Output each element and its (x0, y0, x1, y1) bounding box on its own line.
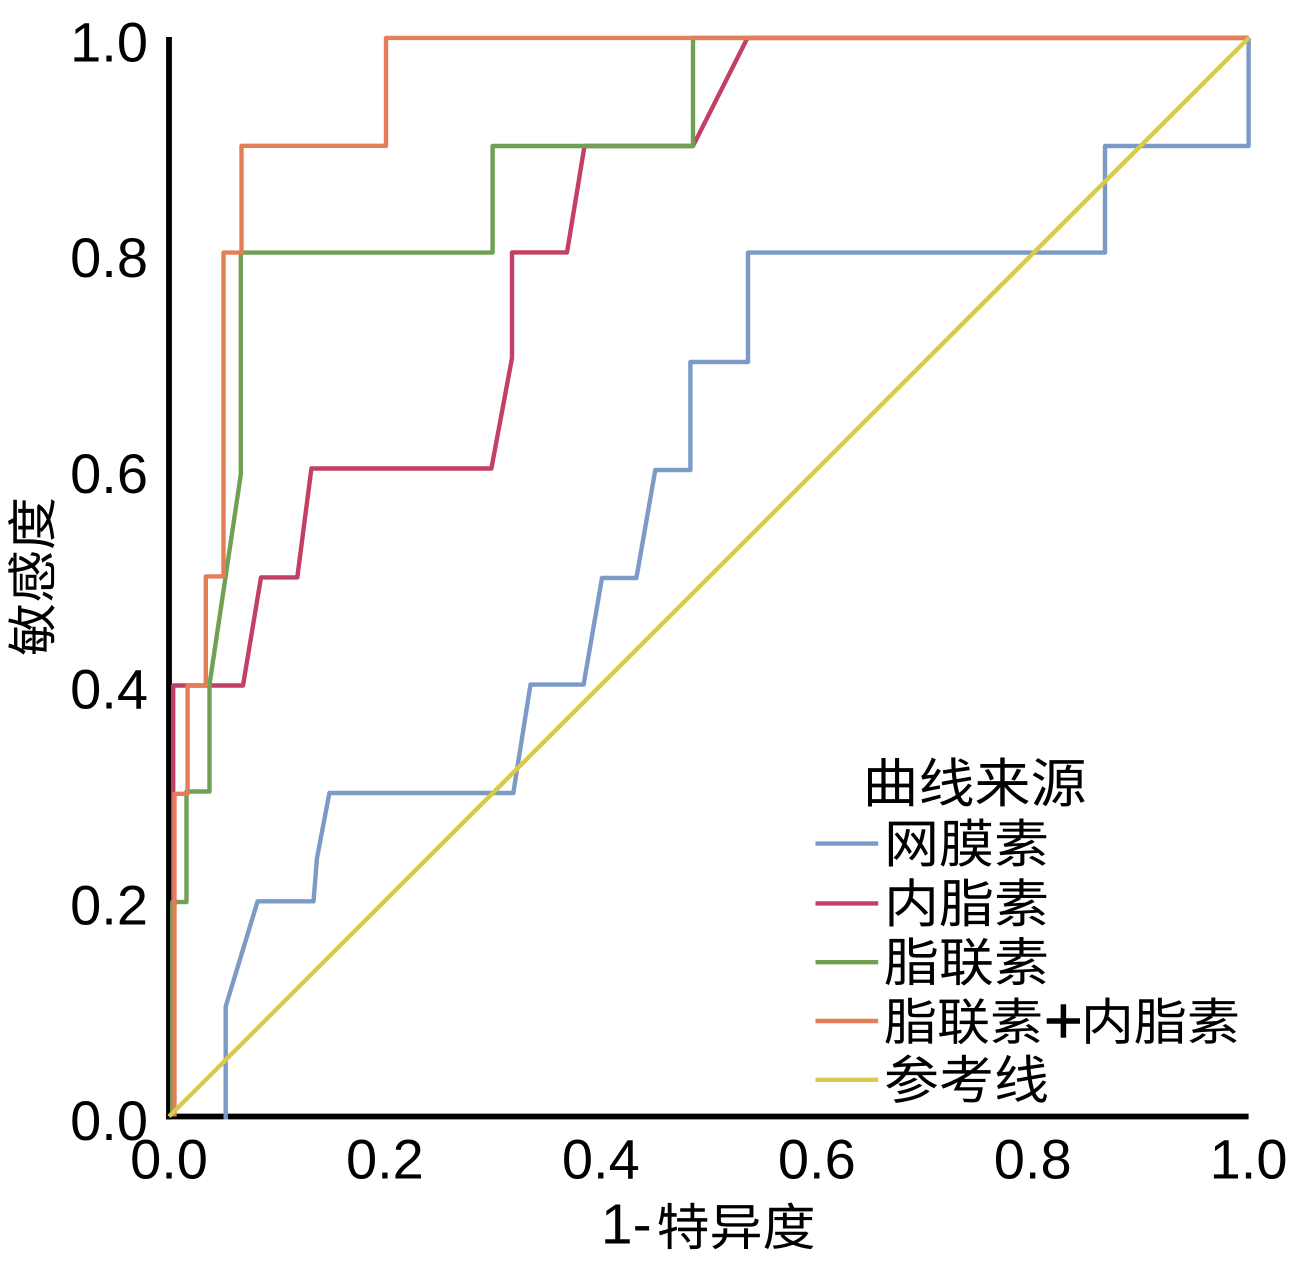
svg-text:0.4: 0.4 (562, 1128, 640, 1191)
svg-text:0.2: 0.2 (70, 873, 148, 936)
svg-text:0.2: 0.2 (346, 1128, 424, 1191)
svg-text:0.6: 0.6 (778, 1128, 856, 1191)
svg-text:0.8: 0.8 (70, 226, 148, 289)
svg-text:0.0: 0.0 (70, 1089, 148, 1152)
svg-text:1.0: 1.0 (70, 11, 148, 74)
svg-text:0.0: 0.0 (130, 1128, 208, 1191)
svg-text:1-: 1- (601, 1193, 652, 1257)
svg-text:1.0: 1.0 (1210, 1128, 1288, 1191)
svg-text:0.6: 0.6 (70, 442, 148, 505)
svg-text:0.4: 0.4 (70, 658, 148, 721)
svg-text:0.8: 0.8 (994, 1128, 1072, 1191)
